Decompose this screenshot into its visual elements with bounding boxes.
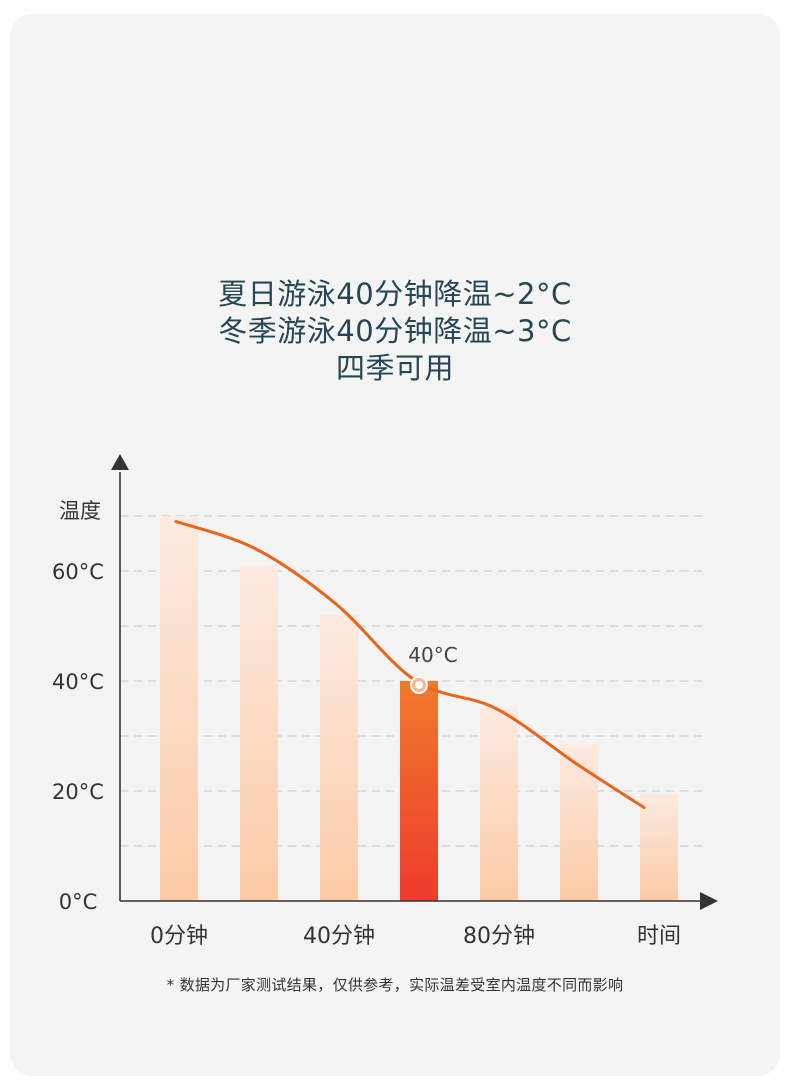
labels: 40°C 温度 0°C 20°C 40°C 60°C 0分钟 40分钟 80分钟 时间 xyxy=(52,499,681,949)
bar xyxy=(240,565,278,901)
x-axis-title: 时间 xyxy=(637,924,681,949)
x-tick-label: 80分钟 xyxy=(463,924,535,949)
axes xyxy=(111,454,718,910)
footnote: * 数据为厂家测试结果，仅供参考，实际温差受室内温度不同而影响 xyxy=(166,976,624,994)
y-tick-label: 60°C xyxy=(52,560,104,584)
y-tick-label: 40°C xyxy=(52,670,104,694)
bar xyxy=(480,708,518,901)
x-tick-label: 0分钟 xyxy=(150,924,208,949)
trend-curve xyxy=(174,520,646,809)
headline-line-seasons: 四季可用 xyxy=(335,351,454,385)
highlight-marker-center xyxy=(415,681,423,689)
y-axis-title: 温度 xyxy=(59,499,101,523)
bars xyxy=(160,516,678,901)
highlight-value-label: 40°C xyxy=(408,643,457,667)
bar xyxy=(640,793,678,901)
headline: 夏日游泳40分钟降温~2°C 冬季游泳40分钟降温~3°C 四季可用 xyxy=(0,276,790,387)
y-tick-label: 20°C xyxy=(52,780,104,804)
bar xyxy=(560,744,598,901)
x-tick-label: 40分钟 xyxy=(303,924,375,949)
x-axis-arrow-icon xyxy=(700,892,718,910)
bar-highlight xyxy=(400,681,438,901)
headline-line-summer: 夏日游泳40分钟降温~2°C xyxy=(218,277,572,311)
y-tick-label: 0°C xyxy=(59,890,98,914)
bar xyxy=(160,516,198,901)
bar xyxy=(320,615,358,901)
headline-line-winter: 冬季游泳40分钟降温~3°C xyxy=(218,314,572,348)
y-axis-arrow-icon xyxy=(111,454,129,470)
